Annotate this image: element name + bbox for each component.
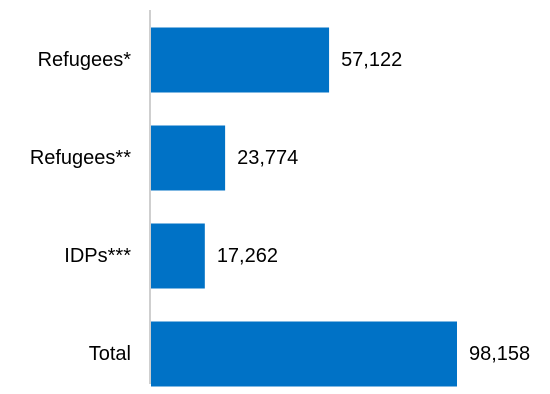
category-label-0: Refugees*	[38, 49, 132, 71]
value-label-3: 98,158	[469, 343, 530, 365]
labels-layer: Refugees* 57,122 Refugees** 23,774 IDPs*** 17…	[30, 49, 530, 365]
category-label-3: Total	[89, 343, 131, 365]
category-label-1: Refugees**	[30, 147, 131, 169]
value-label-2: 17,262	[217, 245, 278, 267]
value-label-0: 57,122	[341, 49, 402, 71]
bars-layer	[151, 27, 457, 387]
bar-0	[151, 27, 330, 93]
bar-2	[151, 223, 205, 289]
value-label-1: 23,774	[237, 147, 298, 169]
bar-3	[151, 321, 457, 387]
category-label-2: IDPs***	[64, 245, 131, 267]
bar-1	[151, 125, 226, 191]
